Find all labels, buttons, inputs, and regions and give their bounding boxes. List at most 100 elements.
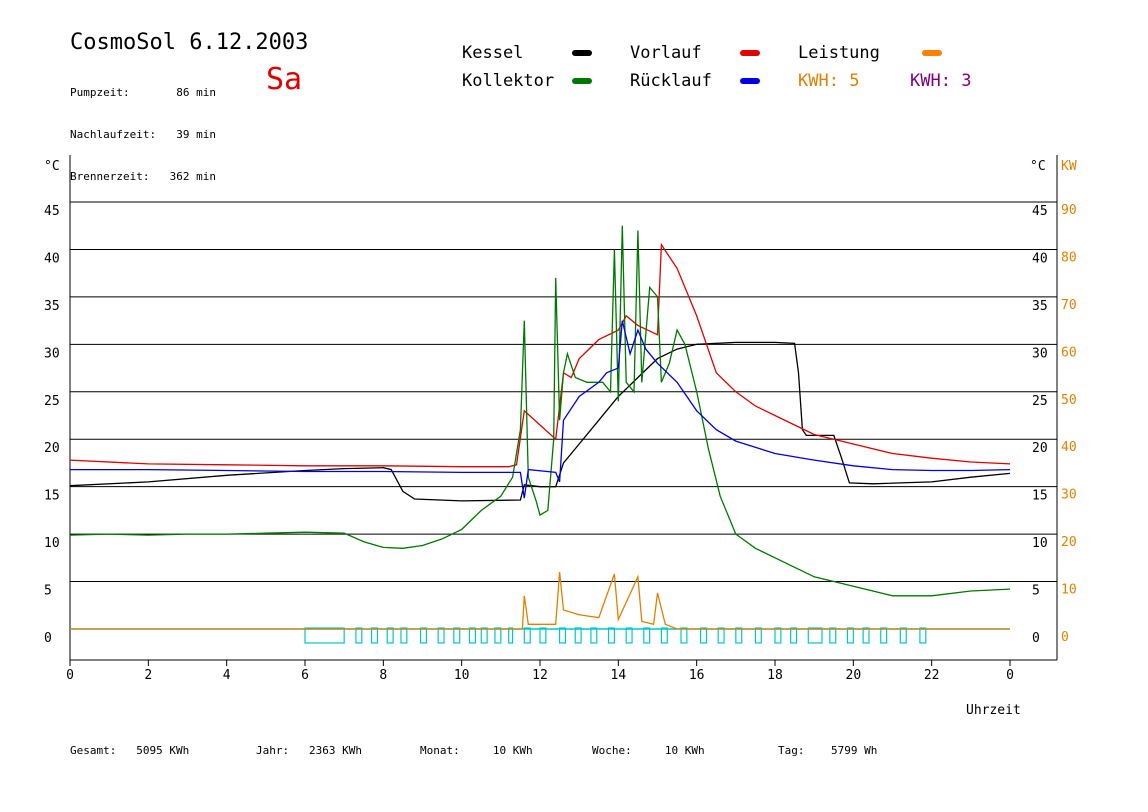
footer-value: 5095 KWh xyxy=(136,744,190,757)
legend-kollektor-swatch xyxy=(572,78,592,84)
footer-woche: Woche: 10 KWh xyxy=(592,744,705,757)
kwh-key: KWH: xyxy=(798,71,839,91)
y-tick-label-right: 15 xyxy=(1032,489,1048,504)
pump-interval xyxy=(494,627,502,644)
footer-label: Jahr: xyxy=(256,744,290,757)
x-tick-label: 10 xyxy=(454,668,470,683)
pump-interval xyxy=(735,627,743,644)
pump-interval xyxy=(807,627,823,644)
y-tick-label-kw: 50 xyxy=(1061,393,1077,408)
y-tick-label-kw: 20 xyxy=(1061,535,1077,550)
footer-value: 10 KWh xyxy=(664,744,705,757)
pump-interval xyxy=(899,627,907,644)
y-tick-label: 5 xyxy=(44,584,52,599)
y-tick-label: 0 xyxy=(44,631,52,646)
legend-vorlauf: Vorlauf xyxy=(630,43,702,63)
kwh-key: KWH: xyxy=(910,71,951,91)
series-line-kollektor xyxy=(69,225,1011,597)
legend-ruecklauf: Rücklauf xyxy=(630,71,712,91)
y-tick-label: 20 xyxy=(44,441,60,456)
y-tick-label-right: 0 xyxy=(1032,631,1040,646)
footer-value: 5799 Wh xyxy=(831,744,878,757)
footer-value: 10 KWh xyxy=(492,744,533,757)
footer-monat: Monat: 10 KWh xyxy=(420,744,533,757)
legend-kessel-swatch xyxy=(572,50,592,56)
y-tick-label: 40 xyxy=(44,251,60,266)
pump-interval xyxy=(880,627,888,644)
x-tick-label: 18 xyxy=(767,668,783,683)
kwh-label-1: KWH: 5 xyxy=(798,71,859,91)
x-tick-label: 20 xyxy=(846,668,862,683)
stat-value: 362 min xyxy=(169,170,216,183)
pump-interval xyxy=(699,627,708,644)
pump-interval xyxy=(468,627,476,644)
pump-interval xyxy=(523,627,531,644)
y-tick-label: 30 xyxy=(44,346,60,361)
legend-kollektor: Kollektor xyxy=(462,71,555,91)
pump-interval xyxy=(607,627,616,644)
pump-interval xyxy=(919,627,927,644)
x-tick-label: 4 xyxy=(223,668,231,683)
stat-value: 39 min xyxy=(176,128,216,141)
y-tick-label-right: 25 xyxy=(1032,394,1048,409)
legend-kessel: Kessel xyxy=(462,43,524,63)
footer-jahr: Jahr: 2363 KWh xyxy=(256,744,362,757)
stat-row: Pumpzeit: 86 min xyxy=(70,86,216,100)
footer-value: 2363 KWh xyxy=(309,744,362,757)
x-tick-label: 8 xyxy=(379,668,387,683)
x-axis-label: Uhrzeit xyxy=(966,703,1021,718)
y-tick-label: 35 xyxy=(44,299,60,314)
pump-interval xyxy=(539,627,547,644)
footer-tag: Tag: 5799 Wh xyxy=(778,744,877,757)
pump-interval xyxy=(370,627,379,644)
chart-title: CosmoSol 6.12.2003 xyxy=(70,30,309,55)
legend-vorlauf-swatch xyxy=(740,50,760,56)
y-tick-label-right: 10 xyxy=(1032,536,1048,551)
x-tick-label: 14 xyxy=(611,668,627,683)
kwh-label-2: KWH: 3 xyxy=(910,71,971,91)
pump-interval xyxy=(774,627,782,644)
pump-interval xyxy=(355,627,363,644)
footer-gesamt: Gesamt: 5095 KWh xyxy=(70,744,189,757)
y-tick-label-kw: 40 xyxy=(1061,440,1077,455)
x-tick-label: 6 xyxy=(301,668,309,683)
pump-interval xyxy=(717,627,725,644)
pump-interval xyxy=(829,627,837,644)
kwh-value: 3 xyxy=(961,71,972,91)
y-tick-label: 15 xyxy=(44,489,60,504)
pump-interval xyxy=(574,627,582,644)
stat-label: Nachlaufzeit: xyxy=(70,128,157,141)
y-tick-label-kw: 10 xyxy=(1061,583,1077,598)
y-tick-label-right: 35 xyxy=(1032,299,1048,314)
y-tick-label-right: 30 xyxy=(1032,346,1048,361)
footer-label: Woche: xyxy=(592,744,632,757)
y-tick-label-kw: 80 xyxy=(1061,250,1077,265)
footer-label: Gesamt: xyxy=(70,744,117,757)
y-tick-label-right: 5 xyxy=(1032,584,1040,599)
pump-interval xyxy=(508,627,514,644)
y-tick-label: 25 xyxy=(44,394,60,409)
y-tick-label-kw: 0 xyxy=(1061,630,1069,645)
y-tick-label-kw: 90 xyxy=(1061,203,1077,218)
x-tick-label: 2 xyxy=(144,668,152,683)
series-line-kessel xyxy=(69,341,1011,502)
x-tick-label: 0 xyxy=(66,668,74,683)
stat-label: Brennerzeit: xyxy=(70,170,150,183)
legend-leistung-swatch xyxy=(922,50,942,56)
stat-label: Pumpzeit: xyxy=(70,86,130,99)
legend-ruecklauf-swatch xyxy=(740,78,760,84)
pump-interval xyxy=(400,627,408,644)
weekday-label: Sa xyxy=(266,62,303,97)
stats-block: Pumpzeit: 86 min Nachlaufzeit: 39 min Bren… xyxy=(70,58,216,198)
y-tick-label-right: 45 xyxy=(1032,204,1048,219)
x-tick-label: 12 xyxy=(532,668,548,683)
series-line-vorlauf xyxy=(69,242,1011,468)
pump-interval xyxy=(419,627,428,644)
pump-interval xyxy=(846,627,854,644)
kwh-value: 5 xyxy=(849,71,860,91)
y-axis-unit-left: °C xyxy=(44,159,60,174)
pump-interval xyxy=(862,627,870,644)
pump-interval xyxy=(437,627,445,644)
x-tick-label: 16 xyxy=(689,668,705,683)
